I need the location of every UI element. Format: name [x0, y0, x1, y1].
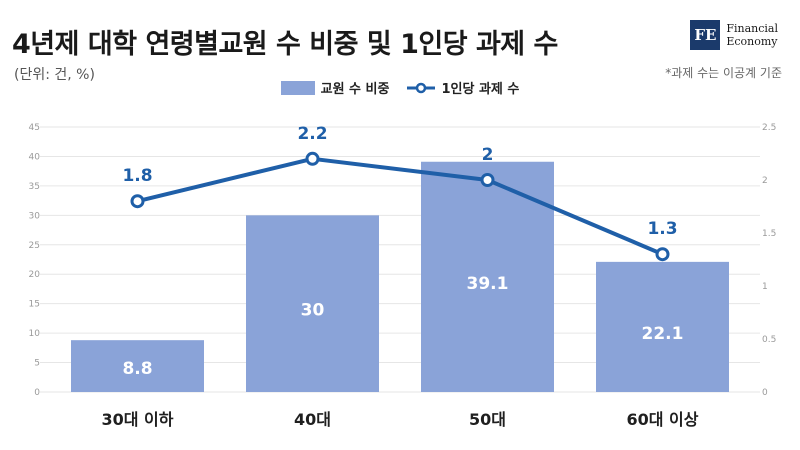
line-data-label: 1.8: [122, 166, 152, 186]
unit-label: (단위: 건, %): [14, 67, 95, 83]
bar-data-label: 22.1: [642, 324, 684, 344]
left-axis-tick-label: 35: [29, 182, 40, 192]
right-axis-tick-label: 0.5: [762, 335, 776, 345]
line-point: [305, 151, 320, 166]
legend-item-bar: 교원 수 비중: [280, 78, 390, 97]
logo-line-1: Financial: [726, 22, 778, 35]
legend-line-label: 1인당 과제 수: [441, 82, 520, 97]
chart-title: 4년제 대학 연령별교원 수 비중 및 1인당 과제 수: [12, 29, 558, 60]
bar: [246, 215, 379, 392]
right-axis-tick-label: 0: [762, 388, 768, 398]
line-series-path: [137, 156, 664, 257]
legend-item-line: 1인당 과제 수: [407, 78, 519, 97]
right-axis-tick-label: 2: [762, 176, 768, 186]
line-data-label: 2: [482, 145, 494, 165]
logo-text: Financial Economy: [726, 22, 778, 48]
line-data-label: 1.3: [647, 219, 677, 239]
left-axis-tick-label: 10: [29, 329, 41, 339]
logo-line-2: Economy: [726, 35, 778, 48]
bar-data-label: 8.8: [122, 359, 152, 379]
left-axis-tick-label: 15: [29, 300, 40, 310]
x-axis-category-label: 40대: [294, 410, 331, 429]
footnote: *과제 수는 이공계 기준: [665, 66, 782, 80]
line-point: [480, 173, 495, 187]
left-axis-tick-label: 30: [29, 211, 41, 221]
right-axis-tick-label: 2.5: [762, 123, 776, 133]
left-axis-tick-label: 45: [29, 123, 40, 133]
bar: [596, 261, 729, 392]
right-axis-tick-label: 1.5: [762, 229, 776, 239]
legend: 교원 수 비중 1인당 과제 수: [0, 78, 800, 97]
left-axis-tick-label: 5: [34, 359, 40, 369]
bar-data-label: 30: [301, 301, 325, 321]
logo-mark-icon: FE: [690, 20, 721, 50]
bar: [71, 340, 204, 392]
x-axis-category-label: 50대: [469, 410, 506, 429]
bar-data-label: 39.1: [467, 274, 509, 294]
x-axis-category-label: 60대 이상: [627, 410, 699, 429]
legend-bar-swatch-icon: [280, 80, 315, 95]
left-axis-tick-label: 20: [29, 270, 41, 280]
publisher-logo: FE Financial Economy: [690, 20, 778, 50]
line-point: [655, 247, 670, 262]
left-axis-tick-label: 25: [29, 241, 40, 251]
left-axis-tick-label: 40: [29, 152, 41, 162]
left-axis-tick-label: 0: [34, 388, 40, 398]
legend-line-swatch-icon: [407, 82, 436, 93]
line-point: [130, 194, 145, 209]
x-axis-category-label: 30대 이하: [102, 410, 174, 429]
right-axis-tick-label: 1: [762, 282, 768, 292]
legend-bar-label: 교원 수 비중: [320, 82, 390, 97]
line-data-label: 2.2: [297, 124, 327, 144]
